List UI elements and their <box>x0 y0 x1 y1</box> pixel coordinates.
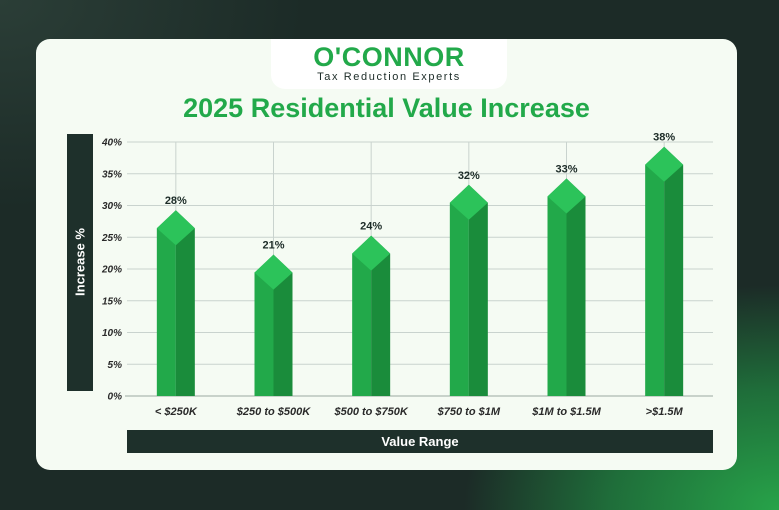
bar-value-label: 32% <box>458 170 480 182</box>
chart-title: 2025 Residential Value Increase <box>183 93 590 123</box>
logo-tab <box>271 39 507 89</box>
bar-top <box>547 178 586 214</box>
y-axis-label-box <box>67 134 93 391</box>
bar-top <box>254 254 293 290</box>
bar-side <box>468 184 488 396</box>
brand-logo: O'CONNOR <box>313 42 465 72</box>
x-tick-label: < $250K <box>155 406 198 418</box>
bar-top <box>449 184 488 220</box>
x-tick-label: >$1.5M <box>646 406 684 418</box>
bar <box>254 254 274 396</box>
bar-side <box>273 254 293 396</box>
bar-side <box>566 178 586 396</box>
x-tick-label: $250 to $500K <box>236 406 311 418</box>
x-tick-label: $750 to $1M <box>437 406 501 418</box>
bar-value-label: 33% <box>555 163 577 175</box>
bar-top <box>352 235 391 271</box>
x-tick-label: $500 to $750K <box>333 406 408 418</box>
bar <box>156 210 176 396</box>
y-tick-label: 30% <box>102 201 122 212</box>
bar <box>352 235 372 396</box>
bar <box>645 146 665 396</box>
y-tick-label: 40% <box>101 138 122 149</box>
x-tick-label: $1M to $1.5M <box>531 406 601 418</box>
y-tick-label: 35% <box>102 169 122 180</box>
bar-top <box>645 146 684 182</box>
bar-side <box>175 210 195 396</box>
y-tick-label: 10% <box>102 328 122 339</box>
y-tick-label: 25% <box>101 233 122 244</box>
bar-value-label: 28% <box>165 195 187 207</box>
bar-side <box>371 235 391 396</box>
y-tick-label: 0% <box>108 392 123 403</box>
y-tick-label: 20% <box>101 265 122 276</box>
bar-value-label: 21% <box>262 240 284 252</box>
x-axis-label: Value Range <box>381 434 459 449</box>
bar-value-label: 24% <box>360 221 382 233</box>
bar-top <box>156 210 195 246</box>
bar <box>547 178 567 396</box>
y-tick-label: 5% <box>108 360 123 371</box>
brand-tagline: Tax Reduction Experts <box>317 71 461 83</box>
bar-side <box>664 146 684 396</box>
x-axis-label-box <box>127 430 713 453</box>
bar-value-label: 38% <box>653 132 675 144</box>
bar <box>449 184 469 396</box>
y-tick-label: 15% <box>102 296 122 307</box>
